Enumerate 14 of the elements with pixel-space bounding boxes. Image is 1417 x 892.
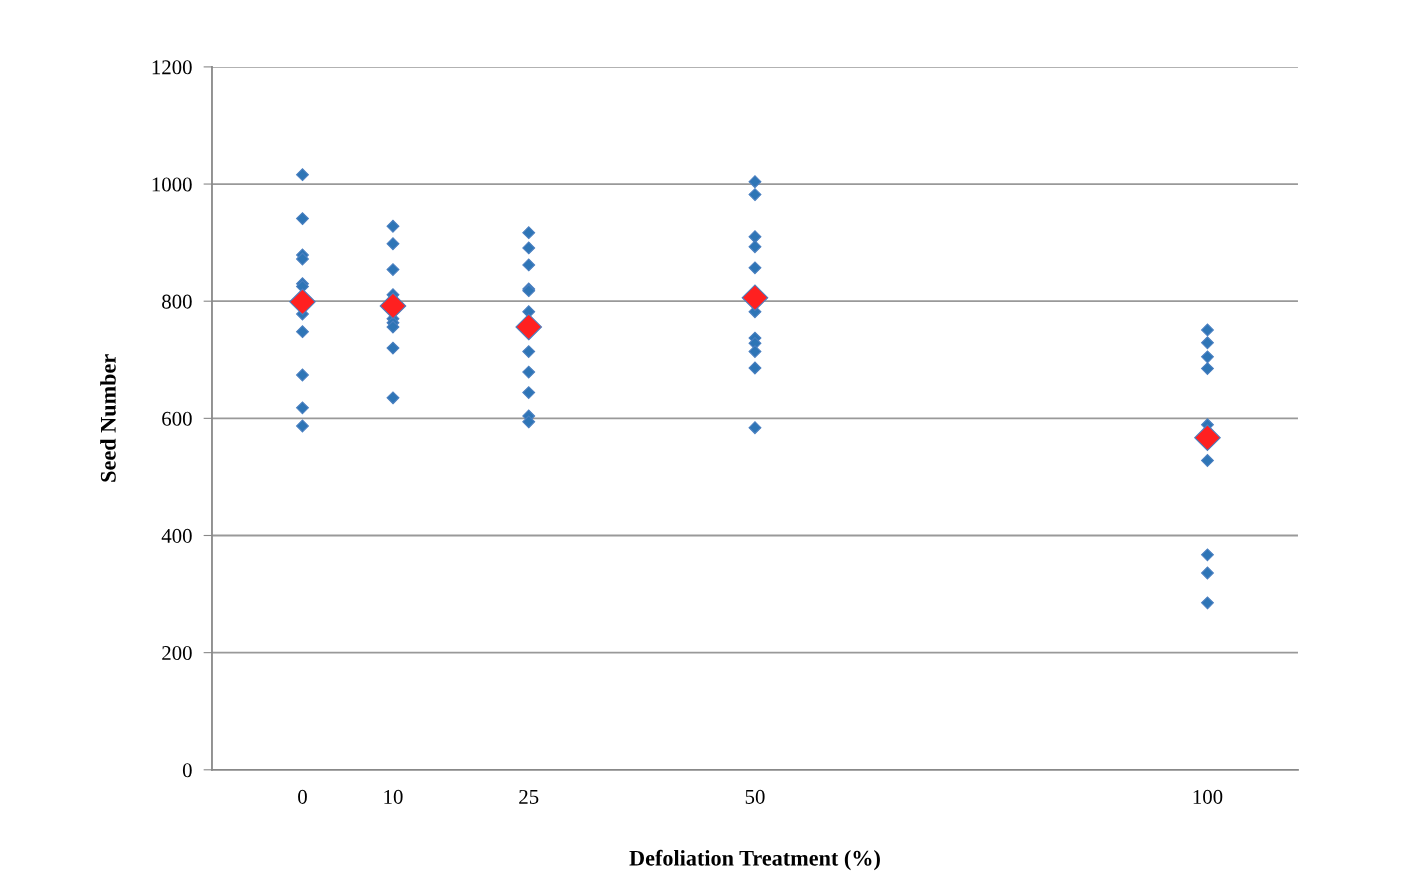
x-tick-label: 25 bbox=[519, 789, 539, 804]
y-tick-label: 400 bbox=[161, 528, 192, 543]
x-tick-label: 10 bbox=[384, 789, 403, 804]
y-tick-label: 1000 bbox=[152, 177, 192, 192]
y-tick-label: 600 bbox=[162, 411, 192, 426]
x-tick-label: 0 bbox=[298, 789, 307, 804]
y-tick-label: 800 bbox=[162, 294, 192, 309]
x-tick-label: 50 bbox=[745, 789, 765, 804]
x-axis-title: Defoliation Treatment (%) bbox=[629, 849, 880, 871]
y-tick-label: 1200 bbox=[152, 60, 192, 75]
y-tick-label: 0 bbox=[182, 763, 192, 778]
x-tick-label: 100 bbox=[1193, 789, 1223, 804]
y-axis-title: Seed Number bbox=[100, 354, 116, 482]
y-tick-label: 200 bbox=[162, 646, 192, 661]
